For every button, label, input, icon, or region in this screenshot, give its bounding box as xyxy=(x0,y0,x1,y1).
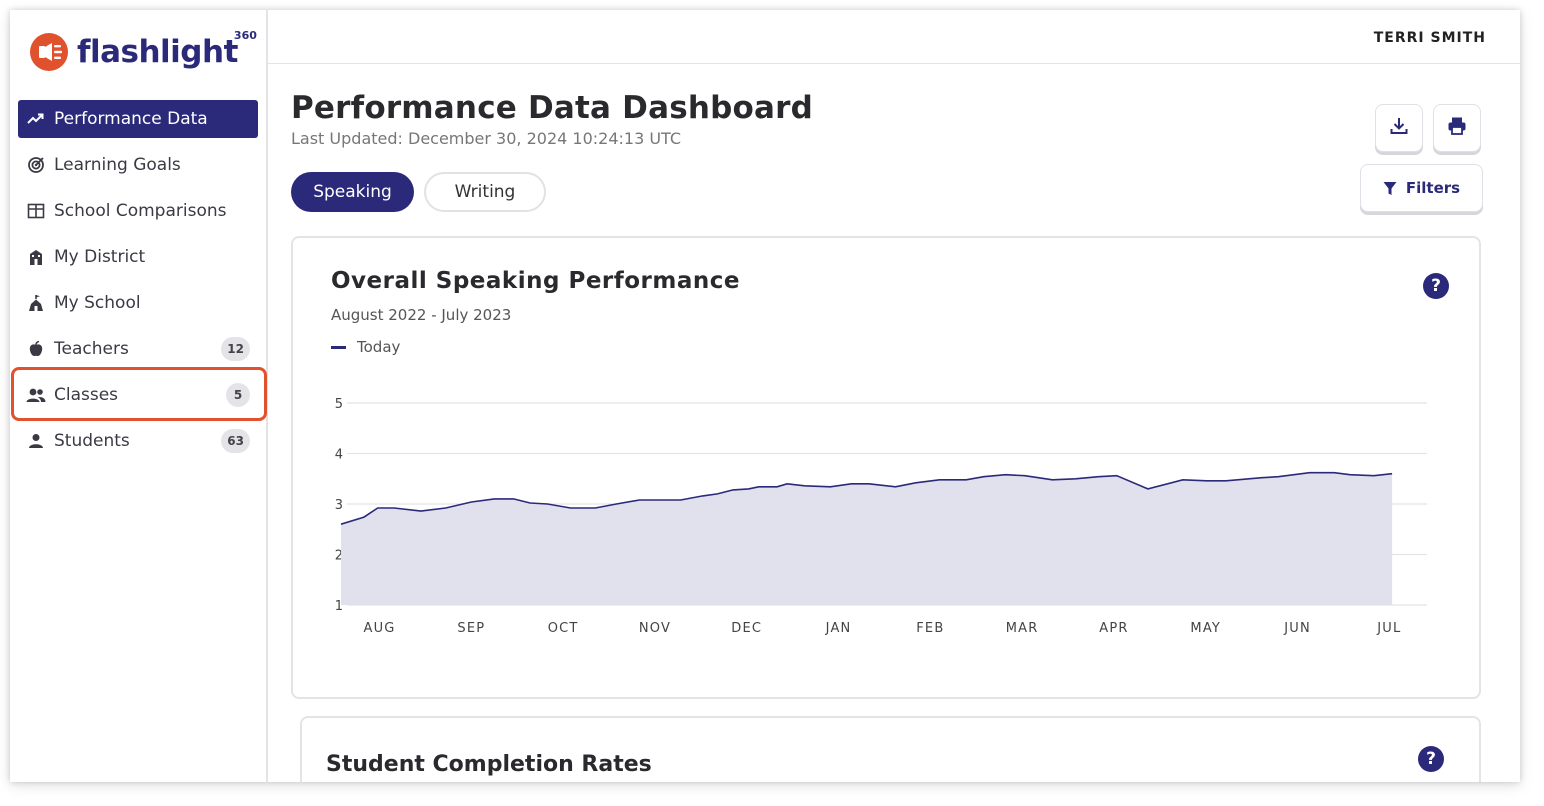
legend-swatch xyxy=(331,345,346,349)
completion-rates-card: Student Completion Rates ? xyxy=(300,716,1481,782)
logo[interactable]: flashlight 360 xyxy=(30,28,257,76)
filters-button[interactable]: Filters xyxy=(1360,164,1483,212)
user-icon xyxy=(26,431,46,451)
x-tick-label: MAY xyxy=(1190,621,1221,636)
school-icon xyxy=(26,293,46,313)
sidebar-item-my-district[interactable]: My District xyxy=(18,238,258,276)
students-count-badge: 63 xyxy=(221,429,250,453)
sidebar-item-students[interactable]: Students 63 xyxy=(18,422,258,460)
district-building-icon xyxy=(26,247,46,267)
x-tick-label: DEC xyxy=(731,621,762,636)
sidebar-item-my-school[interactable]: My School xyxy=(18,284,258,322)
sidebar-item-classes[interactable]: Classes 5 xyxy=(18,376,258,414)
x-tick-label: APR xyxy=(1099,621,1128,636)
x-tick-label: NOV xyxy=(639,621,671,636)
page-title: Performance Data Dashboard xyxy=(291,90,814,126)
sidebar: flashlight 360 Performance Data Learning … xyxy=(10,10,268,782)
classes-count-badge: 5 xyxy=(226,383,250,407)
filter-funnel-icon xyxy=(1383,181,1397,195)
logo-wordmark: flashlight xyxy=(77,34,238,70)
legend-label: Today xyxy=(357,338,401,356)
sidebar-item-label: Students xyxy=(54,431,130,451)
target-icon xyxy=(26,155,46,175)
logo-text: flashlight 360 xyxy=(77,29,257,70)
users-group-icon xyxy=(26,385,46,405)
x-tick-label: FEB xyxy=(916,621,944,636)
download-button[interactable] xyxy=(1375,104,1423,152)
speaking-chart: 1 2 3 4 5 AUG SEP OCT NOV DEC JAN FEB MAR APR MAY JUN JU… xyxy=(335,397,1427,636)
table-grid-icon xyxy=(26,201,46,221)
sidebar-item-label: My District xyxy=(54,247,146,267)
flashlight-logo-icon xyxy=(30,33,68,71)
x-tick-label: JUL xyxy=(1376,621,1401,636)
sidebar-item-label: Performance Data xyxy=(54,109,208,129)
x-tick-label: MAR xyxy=(1006,621,1039,636)
teachers-count-badge: 12 xyxy=(221,337,250,361)
x-tick-label: JUN xyxy=(1283,621,1311,636)
y-tick-label: 5 xyxy=(335,397,343,412)
chart-subtitle: August 2022 - July 2023 xyxy=(331,306,512,324)
app-window: flashlight 360 Performance Data Learning … xyxy=(10,10,1520,782)
y-tick-label: 1 xyxy=(335,599,343,614)
chart-legend: Today xyxy=(331,338,400,356)
series-line xyxy=(340,471,1393,525)
help-icon[interactable]: ? xyxy=(1423,273,1449,299)
logo-superscript: 360 xyxy=(233,29,257,42)
x-tick-label: OCT xyxy=(548,621,579,636)
sidebar-nav: Performance Data Learning Goals School C… xyxy=(18,100,258,468)
printer-icon xyxy=(1447,116,1467,140)
print-button[interactable] xyxy=(1433,104,1481,152)
help-icon[interactable]: ? xyxy=(1418,746,1444,772)
series-area xyxy=(341,472,1393,605)
chart-title: Overall Speaking Performance xyxy=(331,268,740,294)
apple-icon xyxy=(26,339,46,359)
x-tick-label: JAN xyxy=(825,621,852,636)
download-icon xyxy=(1389,116,1409,140)
sidebar-item-label: School Comparisons xyxy=(54,201,227,221)
tab-speaking[interactable]: Speaking xyxy=(291,172,414,212)
x-tick-label: SEP xyxy=(457,621,485,636)
sidebar-item-label: My School xyxy=(54,293,141,313)
top-bar: TERRI SMITH xyxy=(268,10,1520,64)
speaking-performance-card: Overall Speaking Performance August 2022… xyxy=(291,236,1481,699)
sidebar-item-label: Learning Goals xyxy=(54,155,181,175)
tab-writing[interactable]: Writing xyxy=(424,172,546,212)
y-tick-label: 2 xyxy=(335,549,343,564)
sidebar-item-learning-goals[interactable]: Learning Goals xyxy=(18,146,258,184)
trending-up-icon xyxy=(26,109,46,129)
sidebar-item-school-comparisons[interactable]: School Comparisons xyxy=(18,192,258,230)
sidebar-item-performance-data[interactable]: Performance Data xyxy=(18,100,258,138)
x-tick-label: AUG xyxy=(364,621,396,636)
filters-label: Filters xyxy=(1405,179,1461,197)
user-menu[interactable]: TERRI SMITH xyxy=(1373,30,1486,46)
y-tick-label: 4 xyxy=(335,448,343,463)
sidebar-item-label: Classes xyxy=(54,385,119,405)
last-updated-text: Last Updated: December 30, 2024 10:24:13… xyxy=(291,129,682,148)
sidebar-item-label: Teachers xyxy=(54,339,129,359)
y-tick-label: 3 xyxy=(335,498,343,513)
sidebar-item-teachers[interactable]: Teachers 12 xyxy=(18,330,258,368)
completion-card-title: Student Completion Rates xyxy=(326,752,652,777)
